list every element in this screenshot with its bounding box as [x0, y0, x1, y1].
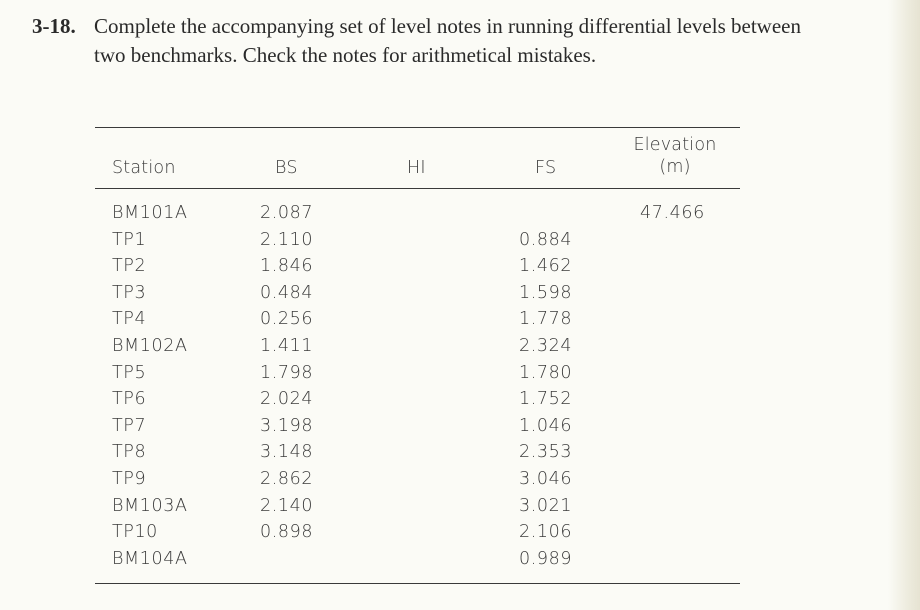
table-row: BM104A 0.989: [95, 546, 740, 573]
problem-statement: 3-18. Complete the accompanying set of le…: [32, 12, 912, 70]
cell-station: BM103A: [112, 495, 188, 516]
cell-fs: 1.046: [519, 415, 573, 436]
cell-station: TP4: [112, 309, 147, 330]
header-elevation-label: Elevation: [633, 135, 717, 155]
header-station: Station: [112, 158, 176, 178]
cell-bs: 3.148: [260, 442, 314, 463]
header-elevation: Elevation (m): [625, 134, 725, 178]
table-bottom-rule: [95, 583, 740, 585]
cell-station: TP2: [112, 256, 147, 277]
table-header-rule: [95, 188, 740, 189]
cell-fs: 1.778: [519, 309, 573, 330]
table-row: BM103A 2.140 3.021: [95, 493, 740, 520]
table-row: BM101A 2.087 47.466: [95, 200, 740, 227]
table-row: TP4 0.256 1.778: [95, 306, 740, 333]
problem-number: 3-18.: [32, 14, 76, 38]
header-hi: HI: [407, 158, 426, 178]
cell-elevation: 47.466: [640, 203, 705, 223]
cell-bs: 1.411: [260, 335, 314, 356]
cell-station: TP6: [112, 389, 147, 410]
cell-station: TP3: [112, 282, 147, 303]
cell-station: BM101A: [112, 203, 188, 223]
table-row: TP5 1.798 1.780: [95, 360, 740, 387]
table-row: TP3 0.484 1.598: [95, 280, 740, 307]
cell-fs: 2.324: [519, 335, 573, 356]
cell-station: TP10: [112, 522, 158, 543]
header-elevation-unit: (m): [659, 157, 691, 177]
cell-bs: 2.087: [260, 203, 314, 223]
table-row: TP2 1.846 1.462: [95, 253, 740, 280]
table-top-rule: [95, 127, 740, 128]
cell-fs: 2.106: [519, 522, 573, 543]
table-row: TP1 2.110 0.884: [95, 227, 740, 254]
table-row: TP10 0.898 2.106: [95, 519, 740, 546]
cell-station: TP8: [112, 442, 147, 463]
cell-fs: 1.752: [519, 389, 573, 410]
cell-bs: 2.110: [260, 229, 314, 250]
cell-station: BM104A: [112, 548, 188, 569]
header-bs: BS: [275, 158, 298, 178]
table-row: TP8 3.148 2.353: [95, 439, 740, 466]
cell-station: TP9: [112, 468, 147, 489]
level-notes-table: Station BS HI FS Elevation (m) BM101A 2.0…: [95, 127, 740, 585]
cell-fs: 0.989: [519, 548, 573, 569]
table-row: TP9 2.862 3.046: [95, 466, 740, 493]
cell-bs: 3.198: [260, 415, 314, 436]
cell-bs: 2.140: [260, 495, 314, 516]
cell-fs: 0.884: [519, 229, 573, 250]
problem-text-line-1: Complete the accompanying set of level n…: [94, 14, 801, 38]
table-row: TP6 2.024 1.752: [95, 386, 740, 413]
cell-bs: 0.484: [260, 282, 314, 303]
problem-text-line-2: two benchmarks. Check the notes for arit…: [94, 43, 597, 67]
cell-fs: 1.780: [519, 362, 573, 383]
cell-fs: 1.598: [519, 282, 573, 303]
table-body: BM101A 2.087 47.466 TP1 2.110 0.884 TP2 1.846 1.…: [95, 189, 740, 583]
cell-bs: 0.256: [260, 309, 314, 330]
cell-fs: 2.353: [519, 442, 573, 463]
cell-bs: 2.862: [260, 468, 314, 489]
cell-bs: 0.898: [260, 522, 314, 543]
cell-station: TP1: [112, 229, 147, 250]
cell-station: TP5: [112, 362, 147, 383]
cell-bs: 2.024: [260, 389, 314, 410]
cell-fs: 3.046: [519, 468, 573, 489]
cell-fs: 3.021: [519, 495, 573, 516]
header-fs: FS: [535, 158, 557, 178]
cell-fs: 1.462: [519, 256, 573, 277]
cell-station: BM102A: [112, 335, 188, 356]
problem-line-1: 3-18. Complete the accompanying set of le…: [32, 12, 912, 41]
cell-station: TP7: [112, 415, 147, 436]
table-row: TP7 3.198 1.046: [95, 413, 740, 440]
cell-bs: 1.798: [260, 362, 314, 383]
table-header: Station BS HI FS Elevation (m): [95, 128, 740, 188]
page-edge-shadow: [888, 0, 920, 610]
cell-bs: 1.846: [260, 256, 314, 277]
table-row: BM102A 1.411 2.324: [95, 333, 740, 360]
